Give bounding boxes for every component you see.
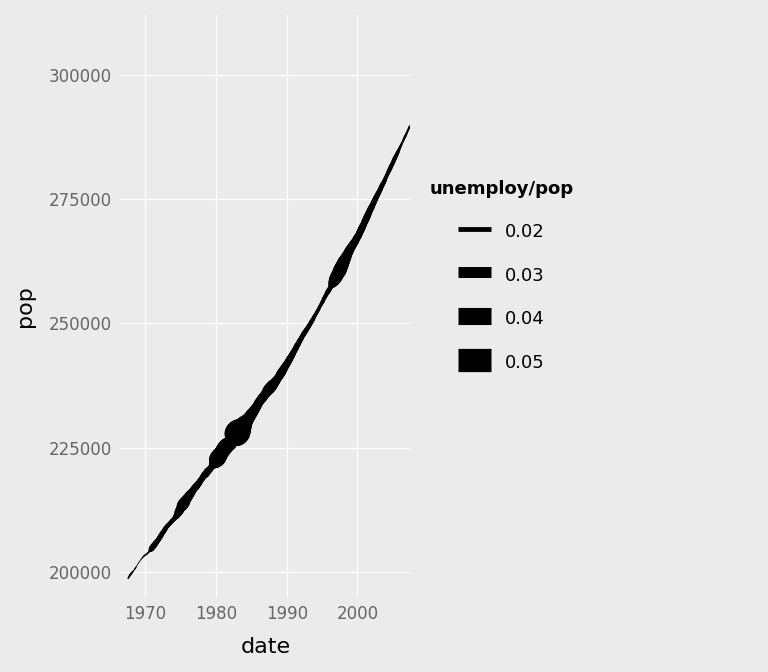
Legend: 0.02, 0.03, 0.04, 0.05: 0.02, 0.03, 0.04, 0.05	[422, 173, 581, 380]
Y-axis label: pop: pop	[15, 285, 35, 327]
X-axis label: date: date	[240, 637, 290, 657]
